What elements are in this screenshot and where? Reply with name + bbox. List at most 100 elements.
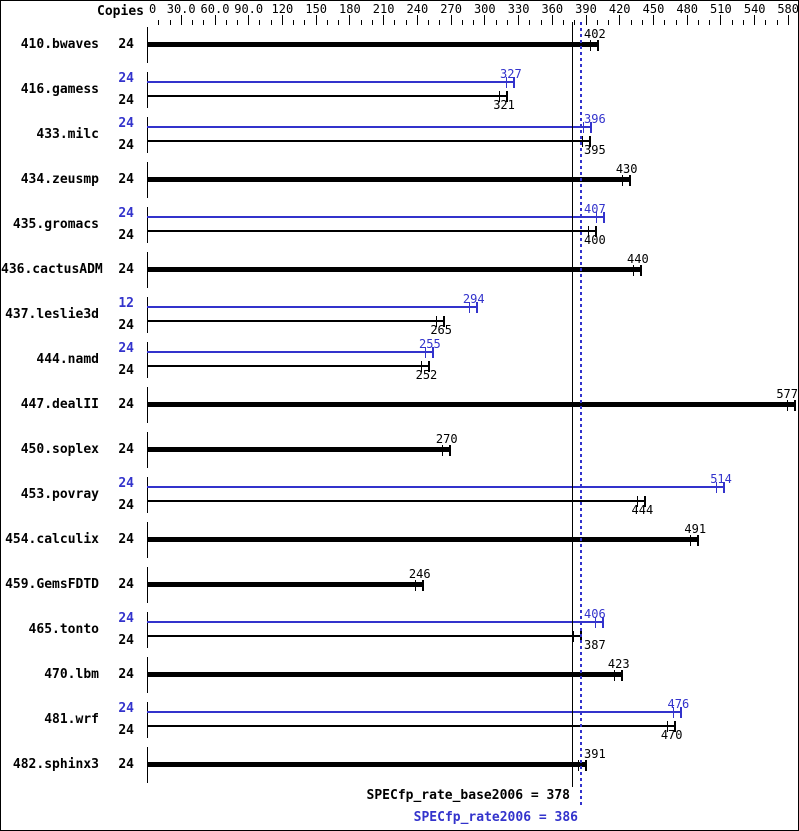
axis-major-tick: [484, 15, 486, 25]
axis-tick-label: 330: [507, 2, 530, 16]
value-label: 270: [435, 432, 458, 446]
row-axis-segment: [147, 72, 148, 108]
bar-mid-tick: [573, 631, 575, 642]
copies-label: 24: [118, 262, 134, 277]
axis-minor-tick: [192, 20, 193, 25]
bar-mid-tick: [468, 302, 470, 313]
bar-mid-tick: [637, 496, 639, 507]
bar-mid-tick: [587, 226, 589, 237]
axis-tick-label: 60.0: [200, 2, 230, 16]
axis-minor-tick: [461, 20, 463, 25]
benchmark-label: 481.wrf: [44, 712, 99, 727]
axis-minor-tick: [169, 20, 171, 25]
value-label: 395: [584, 143, 606, 157]
bar-base: [147, 635, 583, 637]
axis-minor-tick: [439, 20, 441, 25]
row-axis-segment: [147, 117, 148, 153]
benchmark-label: 454.calculix: [5, 532, 99, 547]
bar-end-tick: [594, 226, 597, 237]
bar-peak: [147, 486, 725, 488]
axis-tick-label: 420: [608, 2, 631, 16]
value-label: 387: [584, 638, 606, 652]
axis-major-tick: [720, 15, 722, 25]
axis-major-tick: [315, 15, 317, 25]
axis-minor-tick: [709, 20, 711, 25]
axis-major-tick: [349, 15, 351, 25]
axis-major-tick: [619, 15, 621, 25]
axis-major-tick: [686, 15, 688, 25]
axis-minor-tick: [338, 20, 340, 25]
benchmark-label: 459.GemsFDTD: [5, 577, 99, 592]
benchmark-label: 453.povray: [20, 487, 99, 502]
axis-minor-tick: [259, 20, 261, 25]
bar-mid-tick: [424, 347, 426, 358]
copies-label: 24: [118, 498, 134, 513]
bar-base: [147, 537, 700, 542]
benchmark-label: 444.namd: [36, 352, 99, 367]
benchmark-label: 465.tonto: [28, 622, 99, 637]
axis-tick-label: 180: [339, 2, 361, 16]
value-label: 406: [584, 607, 606, 621]
bar-end-tick: [431, 347, 434, 358]
ref-line-peak: [580, 22, 582, 808]
axis-tick-label: 390: [575, 2, 597, 16]
axis-major-tick: [248, 15, 250, 25]
axis-major-tick: [180, 15, 182, 25]
axis-minor-tick: [237, 20, 238, 25]
bar-base: [147, 230, 597, 232]
bar-mid-tick: [441, 445, 443, 456]
bar-end-tick: [639, 265, 642, 276]
value-label: 396: [584, 112, 606, 126]
axis-major-tick: [787, 15, 789, 25]
benchmark-label: 447.dealII: [20, 397, 99, 412]
bar-mid-tick: [577, 760, 579, 771]
bar-base: [147, 95, 508, 97]
bar-base: [147, 140, 592, 142]
axis-minor-tick: [731, 20, 733, 25]
bar-peak: [147, 306, 478, 308]
axis-minor-tick: [495, 20, 497, 25]
axis-tick-label: 450: [642, 2, 665, 16]
value-label: 423: [607, 657, 630, 671]
bar-peak: [147, 216, 605, 218]
axis-minor-tick: [394, 20, 396, 25]
benchmark-label: 435.gromacs: [12, 217, 99, 232]
copies-label: 24: [118, 532, 134, 547]
axis-minor-tick: [776, 20, 778, 25]
axis-tick-label: 240: [406, 2, 429, 16]
row-axis-segment: [147, 477, 148, 513]
bar-base: [147, 762, 587, 767]
bar-base: [147, 582, 424, 587]
bar-mid-tick: [421, 361, 423, 372]
copies-label: 24: [118, 577, 134, 592]
axis-minor-tick: [158, 20, 160, 25]
copies-label: 24: [118, 138, 134, 153]
benchmark-label: 436.cactusADM: [1, 262, 103, 277]
bar-mid-tick: [632, 265, 634, 276]
axis-minor-tick: [574, 20, 576, 25]
bar-end-tick: [602, 212, 605, 223]
bar-end-tick: [680, 707, 683, 718]
bar-base: [147, 42, 599, 47]
axis-tick-label: 480: [676, 2, 699, 16]
bar-mid-tick: [498, 91, 500, 102]
value-label: 265: [430, 323, 452, 337]
bar-base: [147, 177, 631, 182]
copies-label: 24: [118, 633, 134, 648]
bar-mid-tick: [414, 580, 416, 591]
benchmark-label: 450.soplex: [20, 442, 99, 457]
bar-base: [147, 320, 445, 322]
axis-tick-label: 30.0: [166, 2, 196, 16]
axis-tick-label: 150: [305, 2, 328, 16]
axis-minor-tick: [608, 20, 609, 25]
bar-base: [147, 267, 642, 272]
axis-minor-tick: [293, 20, 295, 25]
value-label: 514: [710, 472, 732, 486]
axis-minor-tick: [698, 20, 699, 25]
bar-end-tick: [673, 721, 676, 732]
bar-peak: [147, 351, 434, 353]
value-label: 491: [684, 522, 707, 536]
bar-mid-tick: [673, 707, 675, 718]
bar-end-tick: [475, 302, 478, 313]
value-label: 294: [462, 292, 485, 306]
